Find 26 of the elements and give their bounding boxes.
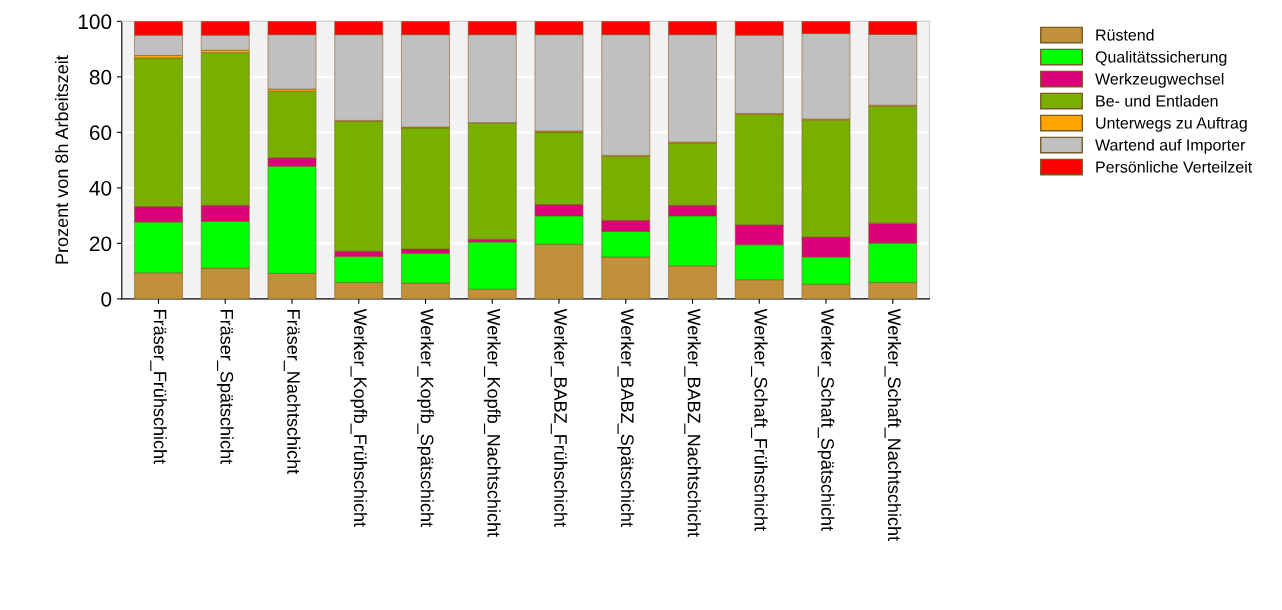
x-tick-label: Fräser_Nachtschicht xyxy=(283,310,301,475)
y-tick-label: 40 xyxy=(89,180,112,196)
y-tick-label: 20 xyxy=(89,236,112,252)
y-tick-label: 100 xyxy=(78,14,112,30)
legend-label: Wartend auf Importer xyxy=(1095,138,1246,154)
x-tick-label: Fräser_Frühschicht xyxy=(150,310,167,465)
legend-label: Werkzeugwechsel xyxy=(1095,72,1224,88)
x-tick-label: Werker_BABZ_Frühschicht xyxy=(550,308,568,527)
y-axis-title: Prozent von 8h Arbeitszeit xyxy=(54,55,69,264)
x-tick-label: Werker_Kopfb_Frühschicht xyxy=(350,308,368,527)
x-tick-label: Werker_Schaft_Frühschicht xyxy=(750,308,768,531)
y-tick-label: 0 xyxy=(101,291,112,307)
legend-label: Be- und Entladen xyxy=(1096,94,1218,107)
legend-label: Unterwegs zu Auftrag xyxy=(1096,116,1247,132)
legend-label: Qualitätssicherung xyxy=(1095,50,1227,66)
y-tick-label: 60 xyxy=(89,125,112,141)
x-tick-label: Werker_BABZ_Spätschicht xyxy=(617,308,635,527)
x-tick-label: Fräser_Spätschicht xyxy=(216,310,234,465)
legend-label: Persönliche Verteilzeit xyxy=(1096,160,1253,173)
x-tick-label: Werker_Kopfb_Spätschicht xyxy=(417,308,434,527)
x-tick-label: Werker_Schaft_Spätschicht xyxy=(817,308,835,531)
x-tick-label: Werker_Kopfb_Nachtschicht xyxy=(483,308,501,537)
y-tick-label: 80 xyxy=(89,69,112,85)
x-tick-label: Werker_BABZ_Nachtschicht xyxy=(684,308,701,537)
legend-label: Rüstend xyxy=(1096,28,1154,41)
x-tick-label: Werker_Schaft_Nachtschicht xyxy=(884,308,902,541)
